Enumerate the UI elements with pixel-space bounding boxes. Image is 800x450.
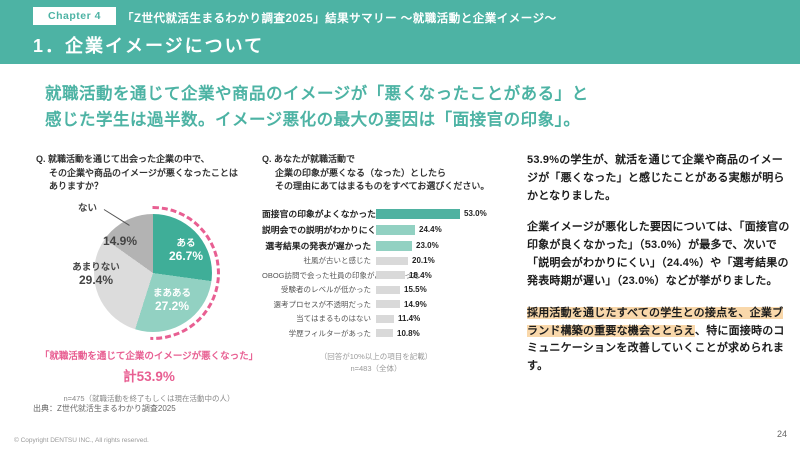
bar-row: 学歴フィルターがあった 10.8% [262, 326, 520, 341]
bar-row: 社風が古いと感じた 20.1% [262, 254, 520, 269]
pie-label-maaaru: まあある 27.2% [152, 287, 191, 313]
chapter-badge: Chapter 4 [33, 7, 116, 25]
pie-sample-note: n=475（就職活動を終了もしくは現在活動中の人） [63, 393, 235, 403]
header-band: Chapter 4 「Z世代就活生まるわかり調査2025」結果サマリー ～就職活… [0, 0, 800, 64]
pie-label-nai: ない [78, 202, 98, 214]
source-note: 出典：Z世代就活生まるわかり調査2025 [33, 404, 176, 413]
pie-callout: 「就職活動を通じて企業のイメージが悪くなった」 [39, 350, 259, 362]
page-number: 24 [776, 429, 787, 439]
bar-category-label: 面接官の印象がよくなかった [262, 209, 376, 219]
commentary-para2: 企業イメージが悪化した要因については、「面接官の印象が良くなかった」（53.0%… [527, 221, 790, 287]
bar-track [376, 256, 472, 265]
bar-value-label: 14.9% [404, 299, 427, 309]
bar-category-label: OBOG訪問で会った社員の印象がよくなかった [262, 270, 420, 280]
bar-track [376, 271, 472, 280]
bar-fill [376, 256, 408, 265]
bar-value-label: 20.1% [412, 256, 435, 266]
bar-value-label: 11.4% [398, 314, 421, 324]
bar-fill [376, 271, 405, 280]
bar-value-label: 15.5% [404, 285, 427, 295]
bar-value-label: 10.8% [397, 328, 420, 338]
bar-section: Q. あなたが就職活動で 企業の印象が悪くなる（なった）としたら その理由にあて… [262, 153, 520, 375]
commentary-para3: 採用活動を通じたすべての学生との接点を、企業ブランド構築の重要な機会ととらえ、特… [527, 305, 791, 376]
bar-fill [376, 314, 394, 323]
pie-question: Q. 就職活動を通じて出会った企業の中で、 その企業や商品のイメージが悪くなった… [36, 154, 238, 191]
bar-notes: （回答が10%以上の項目を記載） n=483（全体） [319, 351, 433, 373]
bar-category-label: 学歴フィルターがあった [288, 328, 371, 338]
bar-category-label: 説明会での説明がわかりにくかった [262, 225, 403, 235]
bar-fill [376, 329, 393, 338]
bar-track [376, 300, 472, 309]
bar-question: Q. あなたが就職活動で 企業の印象が悪くなる（なった）としたら その理由にあて… [262, 154, 490, 191]
pie-leader-line [103, 208, 130, 226]
pie-label-aru: ある 26.7% [168, 237, 204, 263]
bar-row: 選考結果の発表が遅かった 23.0% [262, 238, 520, 254]
bar-category-label: 社風が古いと感じた [303, 256, 372, 266]
copyright: © Copyright DENTSU INC., All rights rese… [14, 437, 149, 444]
bar-category-label: 選考プロセスが不透明だった [273, 299, 372, 309]
pie-label-amarinai: あまりない 29.4% [72, 261, 120, 287]
commentary-para1: 53.9%の学生が、就活を通じて企業や商品のイメージが「悪くなった」と感じたこと… [527, 154, 785, 202]
commentary: 53.9%の学生が、就活を通じて企業や商品のイメージが「悪くなった」と感じたこと… [527, 152, 791, 390]
headline: 就職活動を通じて企業や商品のイメージが「悪くなったことがある」と 感じた学生は過… [45, 82, 589, 133]
bar-fill [376, 300, 400, 309]
bar-track [376, 314, 472, 323]
bar-row: 説明会での説明がわかりにくかった 24.4% [262, 222, 520, 238]
bar-fill [376, 285, 400, 294]
headline-line1: 就職活動を通じて企業や商品のイメージが「悪くなったことがある」と [45, 85, 589, 103]
section-title: 1．企業イメージについて [33, 36, 265, 56]
bar-track [376, 285, 472, 294]
bar-row: 面接官の印象がよくなかった 53.0% [262, 206, 520, 222]
bar-category-label: 当てはまるものはない [296, 314, 371, 324]
bar-value-label: 53.0% [464, 209, 487, 218]
bar-track [376, 329, 472, 338]
bar-track [376, 224, 472, 235]
bar-row: 受験者のレベルが低かった 15.5% [262, 283, 520, 298]
bar-value-label: 23.0% [416, 241, 439, 250]
commentary-para3-rest: 、特に面接時のコミュニケーションを改善していくことが求められます。 [527, 324, 785, 373]
bar-fill [376, 240, 412, 251]
bar-value-label: 24.4% [419, 225, 442, 234]
header-title: 「Z世代就活生まるわかり調査2025」結果サマリー ～就職活動と企業イメージ～ [122, 13, 557, 25]
bar-track [376, 208, 472, 219]
pie-value-nai: 14.9% [102, 233, 138, 248]
pie-section: Q. 就職活動を通じて出会った企業の中で、 その企業や商品のイメージが悪くなった… [36, 153, 262, 404]
pie-chart: ある 26.7% まあある 27.2% あまりない 29.4% 14.9% ない [36, 200, 262, 350]
bar-value-label: 18.4% [409, 270, 432, 280]
bar-fill [376, 208, 460, 219]
headline-line2: 感じた学生は過半数。イメージ悪化の最大の要因は「面接官の印象」。 [45, 110, 581, 129]
pie-callout-total: 計53.9% [123, 368, 175, 384]
bar-category-label: 受験者のレベルが低かった [281, 285, 371, 295]
bar-category-label: 選考結果の発表が遅かった [265, 241, 371, 251]
bar-fill [376, 224, 415, 235]
bar-track [376, 240, 472, 251]
bar-row: 当てはまるものはない 11.4% [262, 312, 520, 327]
bar-row: 選考プロセスが不透明だった 14.9% [262, 297, 520, 312]
bar-row: OBOG訪問で会った社員の印象がよくなかった 18.4% [262, 268, 520, 283]
bar-chart: 面接官の印象がよくなかった 53.0% 説明会での説明がわかりにくかった 24.4% 選… [262, 206, 520, 341]
